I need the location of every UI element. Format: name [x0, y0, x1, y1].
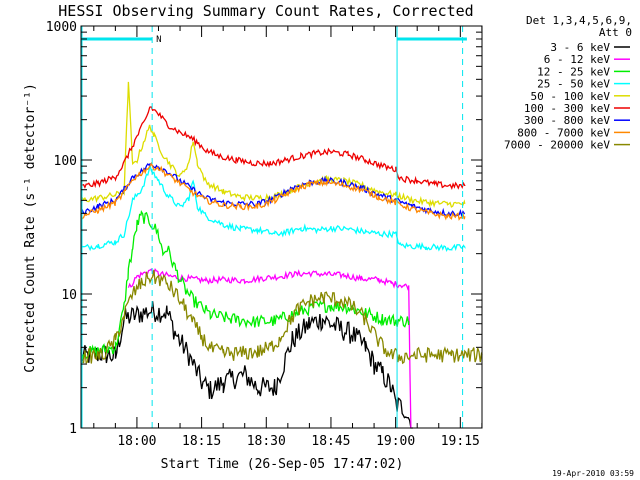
legend-entry-label: 3 - 6 keV — [550, 41, 610, 54]
y-tick-label: 1000 — [46, 20, 77, 35]
legend-entry-label: 50 - 100 keV — [531, 90, 611, 103]
plot-frame — [80, 25, 483, 429]
legend-entry-label: 7000 - 20000 keV — [504, 139, 610, 152]
legend-entry-label: 12 - 25 keV — [537, 65, 610, 78]
chart-title: HESSI Observing Summary Count Rates, Cor… — [58, 2, 473, 20]
series-line-6 — [80, 106, 466, 191]
series-line-4 — [80, 165, 466, 252]
plot-area: N 1 10 100 1000 18:00 18:15 18:30 18:45 19:00 19:1… — [46, 20, 483, 449]
x-tick-label: 18:30 — [247, 434, 286, 449]
series-line-1 — [80, 301, 413, 429]
legend-entry-label: 800 - 7000 keV — [517, 126, 610, 139]
series-line-9 — [80, 269, 483, 365]
x-tick-label: 18:45 — [311, 434, 350, 449]
legend-entry-label: 300 - 800 keV — [524, 114, 610, 127]
y-tick-label: 10 — [61, 288, 77, 303]
timestamp: 19-Apr-2010 03:59 — [552, 469, 634, 478]
y-axis-label: Corrected Count Rate (s⁻¹ detector⁻¹) — [23, 83, 38, 373]
x-axis-label: Start Time (26-Sep-05 17:47:02) — [161, 457, 404, 472]
x-tick-label: 19:15 — [441, 434, 480, 449]
legend-header-line: Att 0 — [599, 26, 632, 39]
y-tick-label: 100 — [54, 154, 77, 169]
x-tick-label: 18:00 — [117, 434, 156, 449]
series-line-8 — [80, 161, 466, 221]
series-line-3 — [80, 209, 410, 360]
legend-header-line: Det 1,3,4,5,6,9, — [526, 14, 632, 27]
x-tick-label: 18:15 — [182, 434, 221, 449]
legend-entry-label: 6 - 12 keV — [544, 53, 611, 66]
legend-entry-label: 25 - 50 keV — [537, 78, 610, 91]
x-tick-label: 19:00 — [376, 434, 415, 449]
legend-entry-label: 100 - 300 keV — [524, 102, 610, 115]
series-line-2 — [127, 267, 412, 429]
night-marker-label: N — [156, 35, 161, 45]
y-tick-label: 1 — [69, 422, 77, 437]
